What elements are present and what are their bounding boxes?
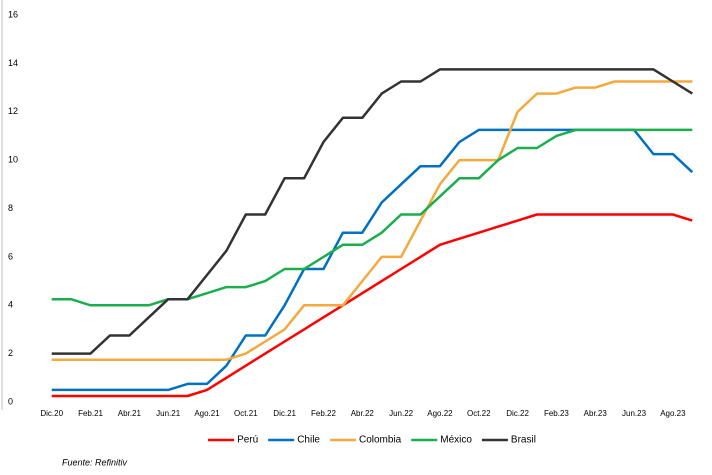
series-line	[51, 128, 694, 392]
x-tick-label: Jun.22	[389, 409, 414, 418]
y-tick-label: 16	[8, 9, 18, 19]
series-line	[51, 80, 693, 361]
legend-label: Chile	[297, 435, 320, 446]
source-note: Fuente: Refinitiv	[62, 457, 128, 467]
y-tick-label: 10	[8, 155, 18, 165]
x-tick-label: Dic.21	[273, 409, 296, 418]
x-tick-label: Dic.20	[40, 409, 63, 418]
y-tick-label: 8	[8, 203, 13, 213]
y-tick-label: 14	[8, 58, 18, 68]
legend: Perú Chile Colombia México Brasil	[208, 435, 536, 446]
x-tick-label: Abr.22	[351, 409, 375, 418]
y-tick-label: 6	[8, 251, 13, 261]
y-tick-label: 2	[8, 348, 13, 358]
x-tick-label: Jun.21	[156, 409, 181, 418]
x-tick-label: Abr.23	[584, 409, 608, 418]
y-tick-label: 12	[8, 106, 18, 116]
x-tick-label: Dic.22	[506, 409, 529, 418]
legend-label: México	[440, 435, 472, 446]
x-tick-label: Feb.22	[311, 409, 336, 418]
x-tick-label: Oct.22	[467, 409, 491, 418]
legend-label: Brasil	[511, 435, 536, 446]
y-tick-label: 4	[8, 300, 13, 310]
y-tick-label: 0	[8, 396, 13, 406]
x-tick-label: Abr.21	[118, 409, 142, 418]
x-tick-label: Feb.23	[544, 409, 569, 418]
legend-label: Perú	[237, 435, 258, 446]
legend-label: Colombia	[359, 435, 402, 446]
series-line	[51, 213, 693, 398]
x-tick-label: Jun.23	[622, 409, 647, 418]
x-tick-label: Ago.23	[660, 409, 686, 418]
x-tick-label: Ago.22	[427, 409, 453, 418]
series-line	[51, 68, 693, 355]
series-line	[51, 128, 693, 307]
x-tick-label: Oct.21	[234, 409, 258, 418]
x-tick-label: Feb.21	[78, 409, 103, 418]
x-tick-label: Ago.21	[194, 409, 220, 418]
